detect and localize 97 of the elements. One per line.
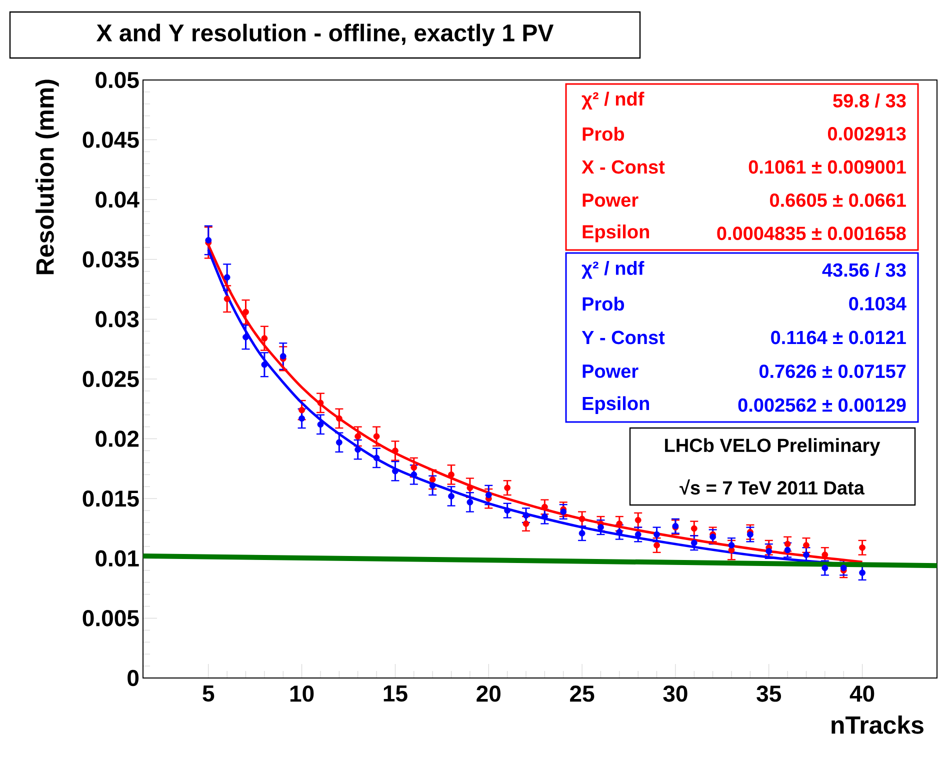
point [261,335,268,342]
x-tick-label: 5 [202,686,214,702]
point [336,439,342,446]
point [373,433,380,440]
y-tick-label: 0 [128,670,139,686]
point [616,520,623,527]
point [261,361,268,368]
point [429,476,436,483]
annotation: 0.1061 ± 0.009001 [748,160,906,174]
point [280,353,286,360]
y-tick-label: 0.03 [96,311,139,328]
point [859,570,866,576]
point [242,308,249,316]
point [634,531,642,538]
point [354,446,362,453]
annotation: Epsilon [582,396,649,414]
point [373,454,380,462]
point [803,542,810,548]
annotation: LHCb VELO Preliminary [665,438,880,456]
annotation: X - Const [582,160,665,174]
x-tick-label: 15 [384,686,408,702]
y-tick-label: 0.005 [82,610,139,626]
point [840,564,847,572]
point [485,492,492,498]
annotation: 43.56 / 33 [822,262,906,277]
y-tick-label: 0.02 [96,430,139,447]
chart-title: X and Y resolution - offline, exactly 1 PV [96,24,554,46]
x-axis-title: nTracks [832,716,924,734]
annotation: Prob [582,296,624,311]
x-tick-label: 35 [756,686,782,702]
annotation: χ² / ndf [582,261,644,279]
y-tick-label: 0.025 [82,370,139,388]
point [690,540,698,546]
point [317,400,324,406]
point [224,296,230,302]
x-tick-label: 25 [570,686,594,702]
point [541,513,548,520]
point [448,493,454,500]
x-tick-label: 40 [850,686,874,702]
x-tick-label: 10 [290,686,314,702]
point [654,542,660,548]
annotation: 0.1034 [849,296,906,310]
point [504,507,511,514]
point [224,274,230,281]
point [598,524,604,530]
annotation: 0.1164 ± 0.0121 [771,330,906,344]
point [242,334,249,340]
y-tick-label: 0.035 [82,251,139,268]
x-tick-label: 30 [663,686,688,702]
point [392,468,398,474]
annotation: Prob [582,126,624,141]
y-tick-label: 0.01 [96,550,139,567]
annotation: 0.002913 [828,127,906,141]
x-tick-label: 20 [476,686,500,702]
point [354,433,362,440]
point [448,471,454,478]
annotation: 0.6605 ± 0.0661 [770,193,906,207]
point [466,498,474,506]
point [690,525,698,532]
y-tick-label: 0.015 [82,490,139,507]
y-tick-label: 0.045 [82,132,139,148]
point [205,237,212,244]
point [392,448,398,454]
point [766,548,772,554]
point [504,484,511,492]
y-axis-title: Resolution (mm) [36,80,59,274]
point [803,552,810,558]
point [298,415,306,422]
annotation: 0.7626 ± 0.07157 [759,364,906,378]
annotation: 59.8 / 33 [833,94,906,108]
annotation: Power [582,194,638,207]
point [410,471,418,478]
point [784,546,791,554]
y-tick-label: 0.04 [96,191,140,208]
annotation: Y - Const [582,330,665,344]
point [822,564,828,572]
annotation: 0.0004835 ± 0.001658 [717,226,906,240]
point [410,464,418,471]
point [654,531,660,538]
point [298,406,306,414]
point [522,520,530,527]
point [466,484,474,492]
annotation: χ² / ndf [582,92,644,110]
point [859,544,866,551]
annotation: Power [582,364,638,378]
point [522,512,530,519]
point [784,540,791,548]
point [336,415,342,422]
point [317,421,324,428]
point [578,530,586,536]
y-tick-label: 0.05 [96,72,139,88]
point [578,516,586,522]
point [634,516,642,524]
annotation: √s = 7 TeV 2011 Data [680,479,865,495]
annotation: 0.002562 ± 0.00129 [738,398,906,412]
point [429,482,436,489]
annotation: Epsilon [582,224,649,242]
